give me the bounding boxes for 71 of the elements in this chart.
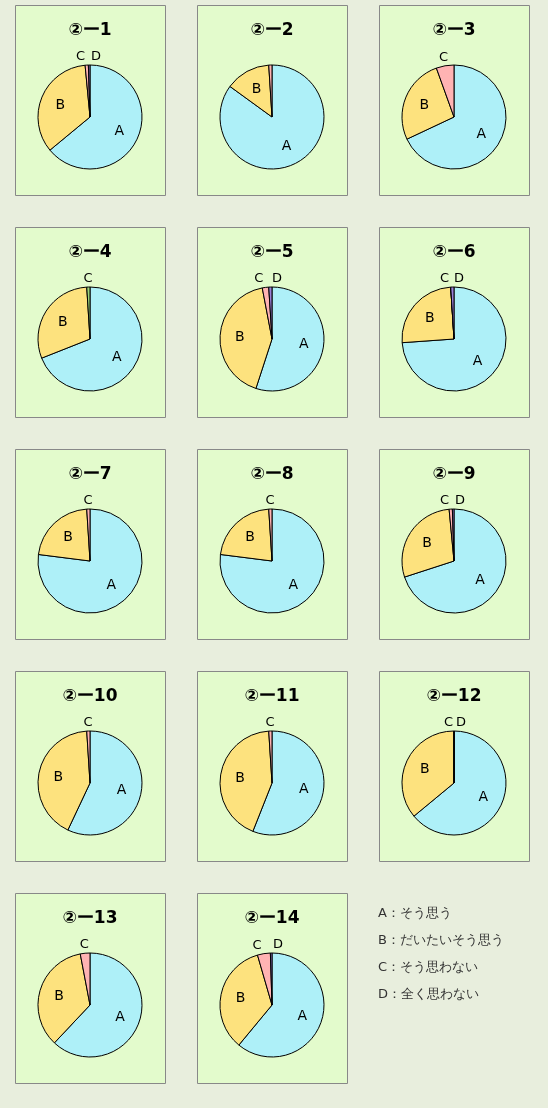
pie-slice [41, 286, 143, 392]
slice-label: B [235, 768, 245, 785]
slice-label: B [420, 760, 430, 777]
pie-slice [219, 64, 325, 170]
slice-label: B [422, 534, 432, 551]
chart-title: ②ー12 [426, 685, 482, 705]
slice-label: A [116, 781, 127, 798]
slice-label: A [476, 125, 487, 142]
slice-label: C [265, 492, 275, 508]
pie-slice [37, 508, 143, 614]
pie-slice [219, 508, 325, 614]
slice-label: D [91, 48, 102, 64]
chart-title: ②ー3 [432, 19, 476, 39]
text: B：だいたいそう思う [378, 932, 504, 947]
slice-label: B [63, 528, 73, 545]
chart-title: ②ー5 [250, 241, 294, 261]
slice-label: B [424, 308, 435, 325]
pie-slice [404, 508, 507, 614]
slice-label: B [54, 987, 64, 1004]
chart-title: ②ー8 [250, 463, 294, 483]
chart-title: ②ー2 [250, 19, 294, 39]
slice-label: B [53, 767, 64, 784]
slice-label: D [273, 936, 284, 952]
slice-label: A [281, 136, 292, 153]
slice-label: C [83, 492, 93, 508]
chart-title: ②ー1 [68, 19, 112, 39]
slice-label: A [298, 780, 309, 797]
slice-label: A [115, 1007, 126, 1024]
slice-label: A [114, 121, 125, 138]
text: C：そう思わない [378, 959, 479, 974]
chart-title: ②ー11 [244, 685, 300, 705]
slice-label: B [235, 989, 246, 1006]
text: A：そう思う [378, 905, 452, 920]
slice-label: D [454, 270, 465, 286]
slice-label: A [299, 335, 310, 352]
slice-label: C [438, 48, 449, 64]
slice-label: A [288, 576, 299, 593]
slice-label: A [475, 570, 486, 587]
slice-label: A [106, 576, 117, 593]
pie-slice [401, 286, 507, 392]
slice-label: B [419, 95, 430, 112]
slice-label: C [265, 714, 275, 730]
chart-title: ②ー4 [68, 241, 112, 261]
slice-label: A [478, 787, 489, 804]
chart-title: ②ー13 [62, 907, 118, 927]
slice-label: D [455, 492, 466, 508]
slice-label: C [83, 714, 93, 730]
text: D：全く思わない [378, 986, 480, 1001]
chart-title: ②ー10 [62, 685, 118, 705]
chart-title: ②ー7 [68, 463, 112, 483]
category-label: D [456, 714, 467, 729]
chart-title: ②ー9 [432, 463, 476, 483]
slice-label: C [440, 492, 450, 508]
slice-label: C [252, 936, 262, 952]
category-label: C [443, 714, 453, 729]
slice-label: C [76, 48, 86, 64]
slice-label: B [235, 327, 245, 344]
chart-title: ②ー14 [244, 907, 300, 927]
slice-label: B [251, 79, 262, 96]
slice-label: A [472, 351, 483, 368]
slice-label: B [245, 528, 255, 545]
slice-label: A [297, 1006, 308, 1023]
slice-label: A [111, 348, 122, 365]
slice-label: D [272, 270, 283, 286]
slice-label: C [254, 270, 264, 286]
category-label: C [440, 270, 450, 286]
slice-label: C [79, 936, 89, 952]
slice-label: B [57, 312, 68, 329]
slice-label: B [55, 95, 66, 112]
slice-label: C [83, 270, 93, 286]
chart-title: ②ー6 [432, 241, 476, 261]
